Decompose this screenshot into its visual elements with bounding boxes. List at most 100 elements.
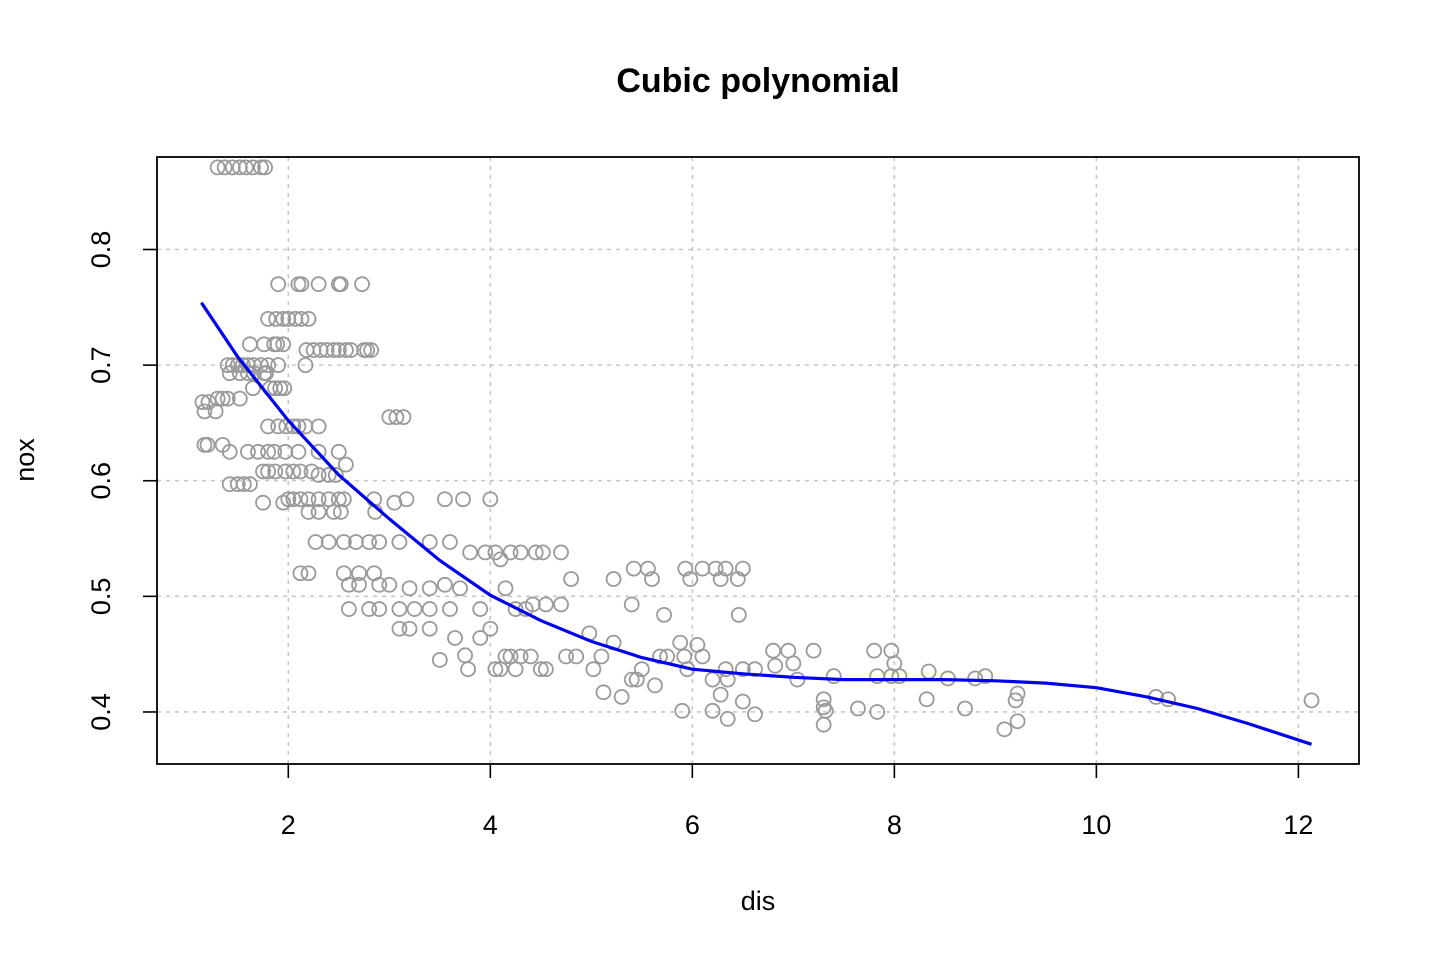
- data-point: [647, 677, 663, 694]
- grid-lines: [157, 157, 1359, 764]
- data-point: [237, 159, 254, 176]
- data-point: [371, 534, 388, 550]
- data-point: [320, 467, 337, 483]
- data-point: [537, 661, 554, 678]
- data-point: [401, 580, 418, 597]
- data-point: [472, 601, 489, 617]
- data-point: [325, 504, 342, 520]
- x-tick-label: 2: [281, 810, 296, 840]
- data-point: [391, 534, 408, 550]
- data-point: [270, 276, 287, 293]
- fit-line: [200, 301, 1312, 746]
- data-point: [462, 544, 479, 561]
- x-axis-label: dis: [741, 886, 776, 916]
- data-point: [330, 443, 347, 460]
- data-point: [300, 565, 317, 582]
- data-point: [285, 418, 302, 435]
- data-point: [310, 467, 327, 483]
- data-point: [320, 534, 337, 550]
- data-point: [672, 634, 689, 651]
- data-point: [310, 276, 327, 293]
- data-point: [676, 648, 693, 665]
- data-point: [194, 394, 211, 411]
- data-point: [335, 534, 352, 550]
- data-point: [883, 642, 900, 659]
- data-point: [297, 357, 314, 374]
- data-point: [613, 689, 630, 705]
- data-point: [231, 390, 248, 407]
- data-point: [292, 565, 309, 582]
- data-point: [310, 418, 327, 435]
- data-point: [310, 491, 327, 508]
- data-point: [605, 571, 622, 587]
- y-axis: 0.4 0.5 0.6 0.7 0.8: [86, 231, 157, 731]
- data-point: [729, 571, 746, 587]
- data-point: [534, 544, 551, 561]
- data-point: [229, 476, 246, 493]
- data-point: [341, 576, 357, 593]
- data-point: [625, 560, 642, 577]
- data-point: [996, 721, 1013, 738]
- data-point: [199, 436, 216, 453]
- y-tick-label: 0.8: [86, 231, 116, 269]
- data-point: [359, 342, 375, 358]
- data-point: [527, 544, 544, 561]
- data-point: [734, 693, 751, 710]
- data-point: [406, 601, 423, 617]
- data-point: [371, 601, 388, 617]
- data-point: [457, 647, 473, 664]
- data-point: [332, 276, 349, 293]
- data-point: [891, 668, 908, 685]
- data-point: [442, 534, 458, 550]
- x-tick-label: 8: [887, 810, 902, 840]
- data-point: [866, 642, 883, 659]
- data-point: [341, 601, 357, 617]
- data-point: [216, 159, 233, 176]
- data-point: [1303, 692, 1320, 709]
- data-point: [293, 310, 310, 327]
- data-point: [361, 534, 378, 550]
- data-point: [674, 702, 691, 719]
- data-point: [258, 365, 274, 382]
- data-point: [337, 342, 354, 358]
- data-point: [553, 596, 569, 613]
- data-point: [207, 403, 224, 420]
- data-point: [401, 620, 418, 637]
- data-point: [307, 534, 324, 550]
- scatter-points: [194, 159, 1320, 738]
- data-point: [522, 648, 539, 665]
- data-point: [455, 491, 471, 508]
- data-point: [682, 571, 699, 587]
- data-point: [246, 365, 262, 382]
- data-point: [850, 700, 866, 717]
- data-point: [918, 691, 935, 708]
- data-point: [553, 544, 569, 561]
- data-point: [497, 580, 514, 597]
- data-point: [717, 560, 734, 577]
- data-point: [883, 668, 900, 685]
- data-point: [623, 671, 640, 688]
- data-point: [388, 409, 405, 426]
- x-tick-label: 4: [483, 810, 498, 840]
- data-point: [482, 620, 499, 637]
- data-point: [869, 704, 886, 720]
- data-point: [477, 544, 494, 561]
- data-point: [558, 648, 574, 665]
- data-point: [815, 716, 832, 733]
- data-point: [242, 476, 258, 493]
- data-point: [300, 491, 317, 508]
- data-point: [196, 403, 213, 420]
- data-point: [704, 671, 721, 688]
- data-point: [303, 463, 320, 480]
- data-point: [381, 576, 398, 593]
- data-point: [209, 390, 226, 407]
- data-point: [442, 601, 458, 617]
- y-tick-label: 0.6: [86, 462, 116, 500]
- data-point: [275, 310, 292, 327]
- data-point: [472, 630, 489, 646]
- data-point: [707, 560, 724, 577]
- data-point: [310, 504, 327, 520]
- data-point: [318, 342, 335, 358]
- data-point: [327, 467, 344, 483]
